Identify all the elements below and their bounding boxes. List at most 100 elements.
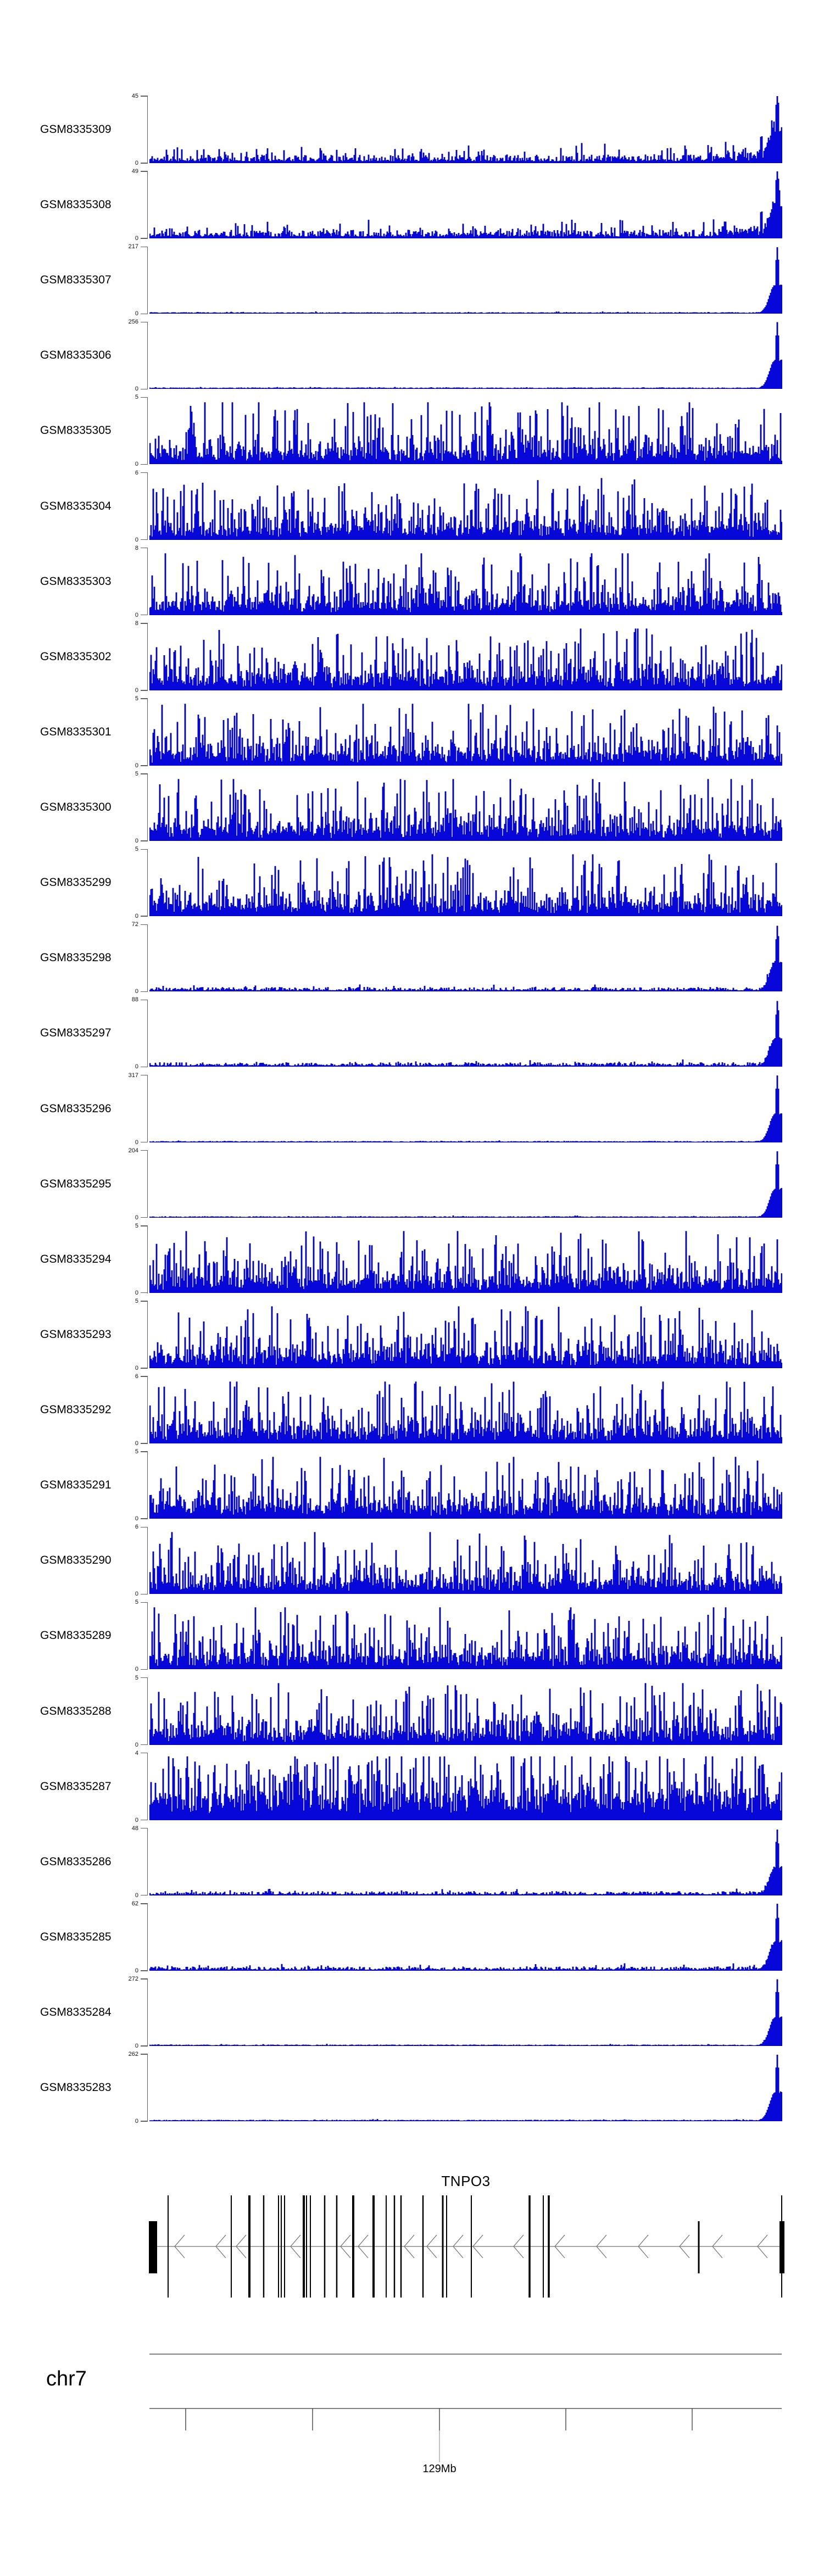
track-y-axis-tick-bottom (141, 539, 147, 540)
track-ymin-label: 0 (135, 762, 138, 769)
track-y-axis-line (147, 1225, 148, 1293)
coverage-track-row: GSM8335292 6 0 (0, 1373, 824, 1447)
track-ymin-label: 0 (135, 310, 138, 317)
track-label: GSM8335292 (40, 1403, 112, 1417)
track-ymin-label: 0 (135, 1515, 138, 1523)
track-y-axis-line (147, 548, 148, 616)
coverage-area (149, 779, 782, 841)
coverage-track-row: GSM8335301 5 0 (0, 695, 824, 769)
track-label: GSM8335303 (40, 575, 112, 588)
coverage-track-row: GSM8335308 49 0 (0, 168, 824, 242)
track-ymax-label: 48 (131, 1825, 138, 1832)
track-y-axis-line (147, 1903, 148, 1971)
gene-name-label: TNPO3 (441, 2173, 491, 2189)
track-y-axis-tick-bottom (141, 1669, 147, 1670)
coverage-area (149, 402, 782, 465)
coverage-track-row: GSM8335303 8 0 (0, 545, 824, 618)
track-ymin-label: 0 (135, 1816, 138, 1824)
track-ymax-label: 317 (128, 1072, 138, 1079)
track-ymin-label: 0 (135, 160, 138, 166)
coverage-histogram (149, 925, 782, 992)
coverage-histogram (149, 1756, 782, 1820)
track-y-axis-tick-top (141, 849, 147, 850)
track-ymax-label: 8 (135, 620, 138, 627)
track-y-axis-line (147, 924, 148, 993)
track-y-axis-line (147, 1376, 148, 1444)
coverage-track-row: GSM8335290 6 0 (0, 1524, 824, 1597)
track-y-axis-line (147, 849, 148, 917)
track-y-axis-tick-top (141, 472, 147, 473)
coverage-area (149, 322, 782, 389)
track-ymin-label: 0 (135, 2118, 138, 2125)
track-ymax-label: 5 (135, 771, 138, 778)
track-label: GSM8335289 (40, 1629, 112, 1642)
track-label: GSM8335305 (40, 424, 112, 437)
track-ymin-label: 0 (135, 1139, 138, 1146)
coverage-histogram (149, 477, 782, 540)
coverage-area (149, 1607, 782, 1670)
track-ymax-label: 88 (131, 996, 138, 1003)
track-ymax-label: 204 (128, 1147, 138, 1154)
coverage-histogram (149, 1607, 782, 1670)
track-ymax-label: 5 (135, 1222, 138, 1229)
track-label: GSM8335290 (40, 1554, 112, 1567)
coverage-area (149, 553, 782, 615)
track-y-axis-tick-bottom (141, 991, 147, 992)
track-label: GSM8335301 (40, 725, 112, 738)
coverage-track-row: GSM8335294 5 0 (0, 1223, 824, 1296)
coverage-histogram (149, 1075, 782, 1142)
track-ymin-label: 0 (135, 1666, 138, 1673)
coverage-histogram (149, 1829, 782, 1895)
track-ymin-label: 0 (135, 913, 138, 920)
strand-chevron (712, 2234, 723, 2259)
coverage-area (149, 1532, 782, 1594)
coverage-track-row: GSM8335296 317 0 (0, 1072, 824, 1146)
track-y-axis-tick-bottom (141, 840, 147, 841)
track-ymax-label: 5 (135, 695, 138, 702)
track-y-axis-line (147, 623, 148, 691)
track-y-axis-line (147, 397, 148, 465)
strand-chevron (472, 2234, 483, 2259)
track-ymin-label: 0 (135, 611, 138, 618)
track-ymin-label: 0 (135, 1214, 138, 1221)
track-y-axis-line (147, 171, 148, 239)
track-label: GSM8335297 (40, 1027, 112, 1040)
coverage-histogram (149, 96, 782, 163)
strand-chevron (236, 2234, 247, 2259)
track-label: GSM8335306 (40, 349, 112, 362)
track-y-axis-tick-bottom (141, 1970, 147, 1971)
strand-chevron (757, 2234, 768, 2259)
track-label: GSM8335286 (40, 1855, 112, 1868)
track-ymin-label: 0 (135, 2043, 138, 2049)
track-ymin-label: 0 (135, 1364, 138, 1371)
strand-chevron (290, 2234, 301, 2259)
track-label: GSM8335291 (40, 1479, 112, 1492)
track-ymax-label: 5 (135, 1599, 138, 1606)
track-ymin-label: 0 (135, 235, 138, 242)
coverage-area (149, 704, 782, 766)
track-ymax-label: 5 (135, 394, 138, 401)
strand-chevron (340, 2234, 351, 2259)
track-y-axis-tick-top (141, 1677, 147, 1679)
coverage-histogram (149, 1979, 782, 2046)
track-y-axis-tick-bottom (141, 1217, 147, 1218)
utr-box (780, 2221, 784, 2273)
track-y-axis-tick-bottom (141, 1292, 147, 1293)
coverage-area (149, 1829, 782, 1895)
coverage-histogram (149, 1381, 782, 1444)
track-ymax-label: 5 (135, 1674, 138, 1681)
coverage-histogram (149, 2054, 782, 2122)
coverage-area (149, 1979, 782, 2046)
strand-chevron (513, 2234, 524, 2259)
strand-chevron (404, 2234, 415, 2259)
track-y-axis-line (147, 1150, 148, 1218)
strand-chevron (638, 2234, 649, 2259)
coverage-histogram (149, 628, 782, 690)
coverage-histogram (149, 1001, 782, 1067)
track-y-axis-line (147, 321, 148, 390)
track-y-axis-tick-top (141, 1903, 147, 1904)
coverage-track-row: GSM8335300 5 0 (0, 771, 824, 844)
coverage-track-row: GSM8335299 5 0 (0, 846, 824, 919)
coverage-area (149, 1075, 782, 1142)
